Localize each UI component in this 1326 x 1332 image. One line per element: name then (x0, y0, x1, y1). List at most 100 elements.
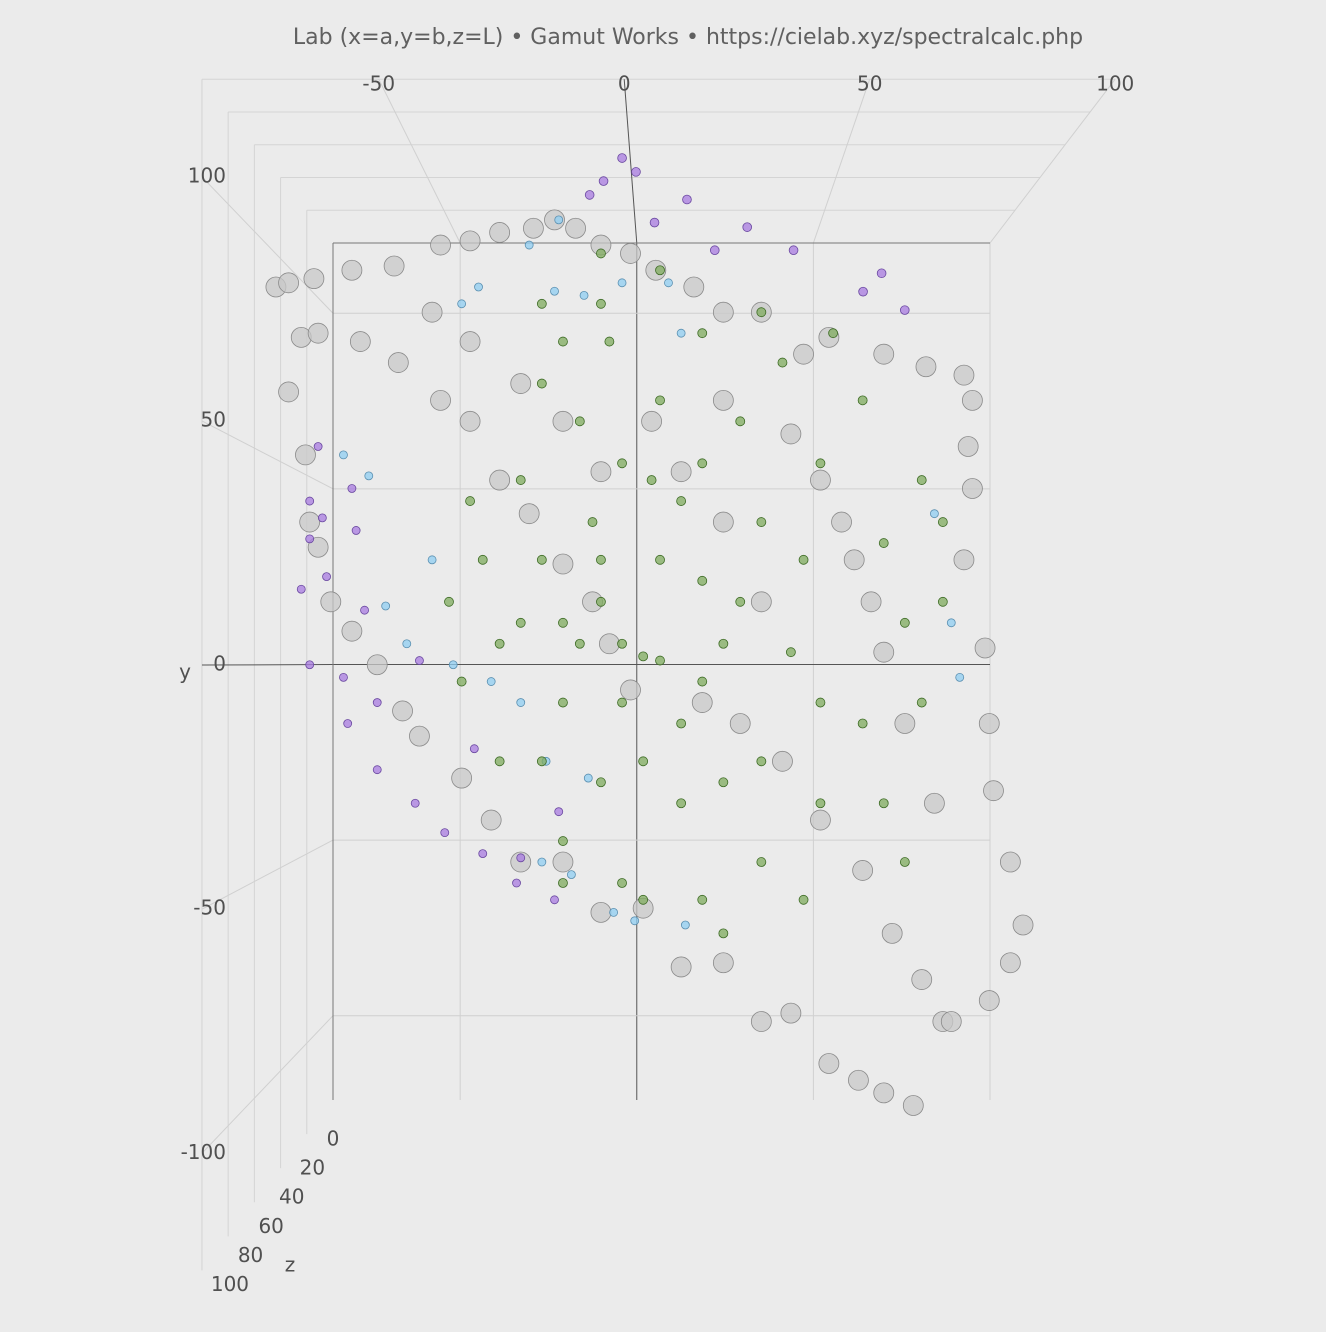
data-point (351, 526, 361, 535)
data-point (676, 496, 687, 506)
data-point (712, 301, 734, 323)
data-point (712, 952, 734, 974)
data-point (873, 1082, 895, 1104)
data-point (440, 828, 450, 838)
data-point (793, 343, 814, 365)
data-point (750, 1011, 772, 1032)
data-point (978, 713, 1000, 734)
data-point (552, 410, 574, 432)
data-point (697, 458, 708, 469)
data-point (278, 381, 299, 403)
data-point (899, 305, 910, 315)
data-point (402, 639, 412, 649)
data-point (999, 851, 1021, 873)
data-point (278, 272, 299, 294)
data-point (515, 475, 526, 485)
data-point (430, 234, 451, 256)
data-point (480, 809, 502, 831)
data-point (937, 596, 948, 607)
data-point (940, 1011, 962, 1032)
data-point (617, 697, 627, 708)
data-point (512, 878, 521, 888)
data-point (489, 469, 511, 491)
data-point (878, 538, 889, 548)
data-point (655, 554, 665, 565)
data-point (372, 765, 382, 775)
data-point (631, 167, 641, 177)
data-point (558, 836, 568, 846)
y-tick-label: 50 (201, 407, 226, 431)
data-point (729, 713, 751, 734)
data-point (881, 922, 903, 944)
data-point (638, 756, 649, 767)
data-point (574, 638, 585, 649)
data-point (676, 718, 687, 729)
data-point (587, 517, 598, 527)
data-point (828, 328, 839, 339)
z-tick-label: 80 (238, 1243, 263, 1267)
data-point (983, 780, 1004, 802)
data-point (465, 496, 475, 506)
data-point (798, 894, 809, 905)
data-point (510, 373, 532, 394)
data-point (515, 617, 526, 628)
data-point (860, 591, 882, 613)
x-grid-line (989, 78, 1116, 244)
y-tick-label: -100 (181, 1140, 226, 1164)
data-point (554, 215, 564, 225)
data-point (978, 990, 1000, 1011)
data-point (341, 259, 363, 281)
data-point (584, 190, 595, 200)
data-point (307, 322, 329, 344)
data-point (873, 641, 895, 663)
data-point (742, 222, 753, 232)
x-tick-label: 100 (1096, 72, 1134, 96)
data-point (709, 245, 720, 255)
data-point (697, 575, 708, 586)
zero-line (623, 79, 638, 244)
data-point (550, 286, 559, 296)
data-point (477, 554, 488, 565)
data-point (566, 870, 576, 880)
data-point (676, 328, 686, 338)
data-point (552, 553, 574, 575)
z-tick-label: 20 (300, 1156, 325, 1180)
data-point (902, 1095, 924, 1116)
y-axis-label: y (179, 660, 191, 684)
data-point (899, 857, 910, 867)
data-point (558, 878, 568, 888)
data-point (620, 243, 641, 264)
data-point (558, 617, 568, 628)
data-point (459, 230, 481, 252)
data-point (596, 248, 606, 259)
data-point (313, 442, 323, 451)
data-point (552, 851, 574, 873)
data-point (320, 591, 342, 613)
data-point (810, 469, 831, 491)
data-point (474, 282, 483, 292)
y-tick-label: -50 (193, 896, 226, 920)
data-point (494, 638, 505, 649)
data-point (815, 458, 826, 469)
data-point (596, 596, 606, 607)
data-point (772, 750, 793, 772)
data-point (457, 299, 467, 309)
data-point (691, 692, 713, 713)
data-point (930, 509, 939, 519)
z-tick-label: 100 (211, 1272, 249, 1296)
data-point (617, 878, 627, 888)
data-point (296, 584, 306, 594)
data-point (596, 554, 606, 565)
data-point (815, 798, 826, 809)
chart-title: Lab (x=a,y=b,z=L) • Gamut Works • https:… (293, 25, 1083, 50)
data-point (523, 217, 544, 239)
data-point (421, 301, 443, 323)
data-point (383, 255, 405, 277)
data-point (937, 517, 948, 527)
y-grid-line (201, 1015, 334, 1154)
data-point (448, 660, 458, 670)
data-point (381, 601, 391, 611)
data-point (655, 265, 665, 276)
y-tick-label: 0 (213, 652, 226, 676)
data-point (670, 956, 692, 978)
